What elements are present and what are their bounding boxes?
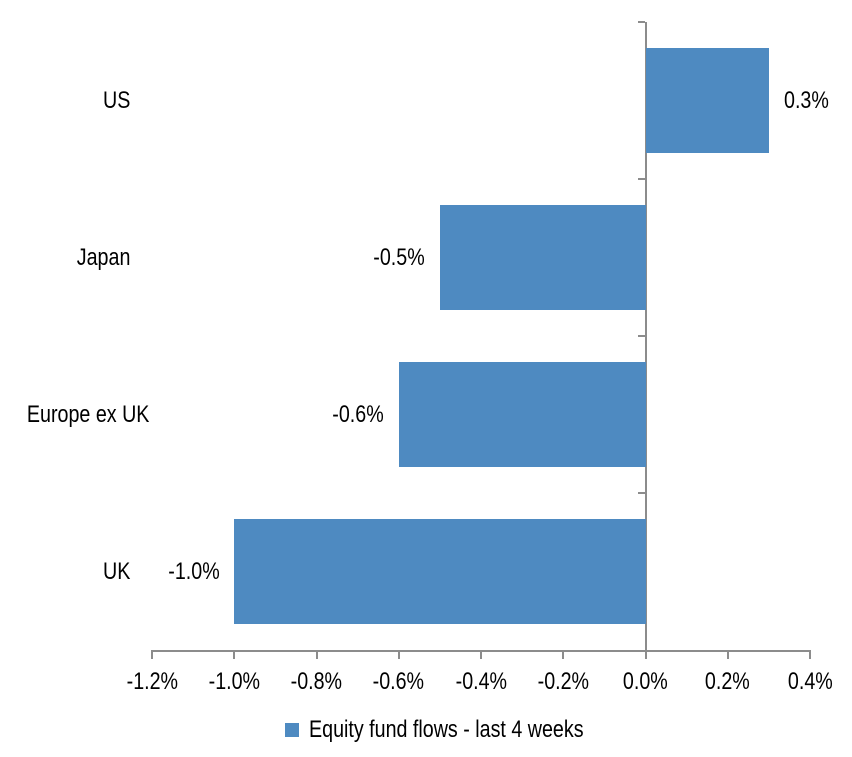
x-axis-tick bbox=[233, 650, 236, 659]
x-tick-label: -0.4% bbox=[411, 668, 551, 696]
x-axis-tick bbox=[397, 650, 400, 659]
x-tick-label: 0.2% bbox=[658, 668, 798, 696]
category-label: UK bbox=[0, 557, 130, 587]
value-label: -0.6% bbox=[321, 400, 384, 430]
value-label: 0.3% bbox=[784, 86, 839, 116]
y-axis-tick bbox=[637, 178, 645, 180]
value-label: -1.0% bbox=[157, 557, 220, 587]
x-tick-label: -0.8% bbox=[247, 668, 387, 696]
x-tick-label: -0.2% bbox=[493, 668, 633, 696]
x-tick-label-text: -0.8% bbox=[290, 668, 343, 695]
bar-japan bbox=[439, 205, 646, 310]
x-axis-tick bbox=[151, 650, 153, 659]
legend-swatch bbox=[285, 723, 299, 737]
x-tick-label-text: -1.0% bbox=[208, 668, 260, 695]
x-tick-label: -1.2% bbox=[82, 668, 222, 696]
x-tick-label-text: 0.4% bbox=[787, 668, 833, 695]
category-label-text: UK bbox=[102, 557, 130, 585]
category-label-text: Europe ex UK bbox=[26, 400, 150, 428]
x-axis-tick bbox=[809, 650, 811, 659]
category-label: Japan bbox=[0, 243, 130, 273]
x-tick-label-text: 0.0% bbox=[623, 668, 668, 695]
category-label: US bbox=[0, 86, 130, 116]
x-tick-label-text: -0.4% bbox=[455, 668, 507, 695]
x-axis-tick bbox=[562, 650, 565, 659]
x-tick-label-text: -0.2% bbox=[537, 668, 589, 695]
category-label-text: US bbox=[102, 86, 130, 114]
value-label-text: -0.5% bbox=[373, 243, 425, 271]
bar-uk bbox=[234, 519, 646, 624]
value-label-text: -0.6% bbox=[332, 400, 384, 428]
x-tick-label-text: 0.2% bbox=[705, 668, 751, 695]
bar-us bbox=[645, 48, 769, 153]
x-tick-label: -0.6% bbox=[329, 668, 469, 696]
legend-label: Equity fund flows - last 4 weeks bbox=[309, 716, 644, 744]
y-axis-tick bbox=[637, 21, 645, 23]
y-axis-tick bbox=[637, 335, 645, 337]
category-label-text: Japan bbox=[76, 243, 130, 271]
bar-europe-ex-uk bbox=[398, 362, 646, 467]
category-label: Europe ex UK bbox=[0, 400, 150, 430]
x-tick-label: 0.4% bbox=[740, 668, 852, 696]
value-label-text: 0.3% bbox=[783, 86, 829, 114]
y-axis-tick bbox=[637, 492, 645, 494]
y-axis-line bbox=[644, 22, 647, 652]
x-axis-tick bbox=[315, 650, 318, 659]
x-axis-tick bbox=[480, 650, 482, 659]
x-tick-label: -1.0% bbox=[164, 668, 304, 696]
x-tick-label-text: -1.2% bbox=[126, 668, 178, 695]
value-label: -0.5% bbox=[362, 243, 425, 273]
value-label-text: -1.0% bbox=[167, 557, 220, 585]
x-tick-label-text: -0.6% bbox=[373, 668, 425, 695]
legend: Equity fund flows - last 4 weeks bbox=[285, 716, 644, 744]
x-tick-label: 0.0% bbox=[576, 668, 716, 696]
x-axis-tick bbox=[726, 650, 729, 659]
x-axis-tick bbox=[644, 650, 647, 659]
legend-label-text: Equity fund flows - last 4 weeks bbox=[309, 716, 584, 743]
